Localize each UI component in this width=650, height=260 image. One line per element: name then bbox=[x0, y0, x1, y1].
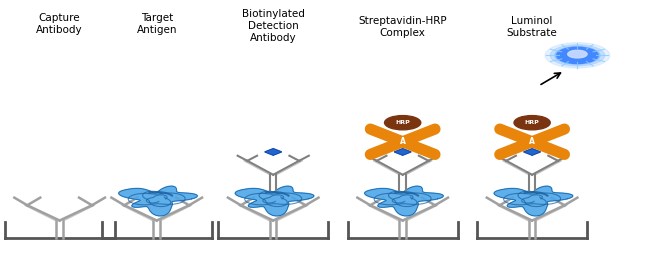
Circle shape bbox=[554, 47, 600, 64]
Circle shape bbox=[551, 45, 604, 66]
Text: Target
Antigen: Target Antigen bbox=[136, 14, 177, 35]
Circle shape bbox=[556, 47, 598, 63]
Circle shape bbox=[545, 43, 610, 68]
Text: Streptavidin-HRP
Complex: Streptavidin-HRP Complex bbox=[358, 16, 447, 38]
Circle shape bbox=[385, 116, 421, 130]
Text: Capture
Antibody: Capture Antibody bbox=[36, 14, 83, 35]
Text: A: A bbox=[400, 137, 406, 146]
Polygon shape bbox=[395, 149, 411, 155]
Polygon shape bbox=[119, 186, 198, 216]
Circle shape bbox=[521, 137, 544, 146]
Circle shape bbox=[391, 137, 414, 146]
Text: A: A bbox=[529, 137, 535, 146]
Polygon shape bbox=[524, 149, 541, 155]
Polygon shape bbox=[235, 186, 314, 216]
Text: Biotinylated
Detection
Antibody: Biotinylated Detection Antibody bbox=[242, 9, 305, 43]
Text: Luminol
Substrate: Luminol Substrate bbox=[507, 16, 558, 38]
Polygon shape bbox=[494, 186, 573, 216]
Polygon shape bbox=[265, 149, 281, 155]
Text: HRP: HRP bbox=[525, 120, 540, 125]
Circle shape bbox=[567, 50, 587, 58]
Polygon shape bbox=[365, 186, 443, 216]
Circle shape bbox=[514, 116, 551, 130]
Text: HRP: HRP bbox=[395, 120, 410, 125]
